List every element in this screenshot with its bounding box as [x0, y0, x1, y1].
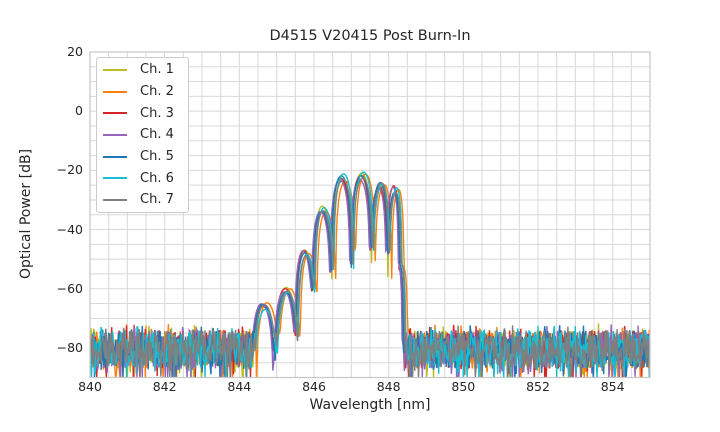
- legend-item-ch-5: Ch. 5: [103, 146, 174, 168]
- legend: Ch. 1 Ch. 2 Ch. 3 Ch. 4 Ch. 5 Ch. 6 Ch. 7: [96, 57, 189, 213]
- y-tick-label: 20: [67, 43, 83, 59]
- x-tick-label: 850: [451, 379, 476, 394]
- legend-line-swatch: [103, 177, 127, 180]
- x-tick-label: 840: [78, 379, 102, 394]
- legend-label: Ch. 3: [140, 105, 174, 121]
- y-axis-label: Optical Power [dB]: [18, 148, 34, 280]
- legend-item-ch-7: Ch. 7: [103, 189, 174, 211]
- x-tick-label: 854: [600, 379, 625, 394]
- y-tick-label: 0: [75, 102, 83, 118]
- chart-title: D4515 V20415 Post Burn-In: [269, 28, 471, 44]
- legend-label: Ch. 4: [140, 127, 174, 143]
- x-tick-label: 842: [152, 379, 177, 394]
- y-tick-label: −20: [56, 162, 83, 178]
- legend-label: Ch. 6: [140, 170, 174, 186]
- x-tick-label: 848: [376, 379, 401, 394]
- legend-line-swatch: [103, 155, 127, 158]
- y-tick-label: −40: [56, 221, 83, 237]
- y-tick-label: −80: [56, 339, 83, 355]
- legend-line-swatch: [103, 133, 127, 136]
- legend-line-swatch: [103, 198, 127, 201]
- x-tick-label: 846: [302, 379, 326, 394]
- x-tick-label: 852: [526, 379, 550, 394]
- legend-label: Ch. 7: [140, 192, 174, 208]
- legend-line-swatch: [103, 68, 127, 71]
- plot-frame: [89, 51, 651, 379]
- x-tick-label: 844: [227, 379, 252, 394]
- series-line-ch-6: [90, 171, 650, 378]
- series-lines: [90, 171, 650, 378]
- legend-label: Ch. 5: [140, 149, 174, 165]
- series-line-ch-7: [90, 177, 650, 378]
- legend-item-ch-3: Ch. 3: [103, 102, 174, 124]
- legend-label: Ch. 2: [140, 84, 174, 100]
- legend-line-swatch: [103, 90, 127, 93]
- legend-item-ch-2: Ch. 2: [103, 81, 174, 103]
- legend-item-ch-1: Ch. 1: [103, 59, 174, 81]
- legend-item-ch-6: Ch. 6: [103, 167, 174, 189]
- x-axis-label: Wavelength [nm]: [309, 397, 431, 413]
- y-tick-label: −60: [56, 280, 83, 296]
- legend-line-swatch: [103, 112, 127, 115]
- legend-item-ch-4: Ch. 4: [103, 124, 174, 146]
- legend-label: Ch. 1: [140, 62, 174, 78]
